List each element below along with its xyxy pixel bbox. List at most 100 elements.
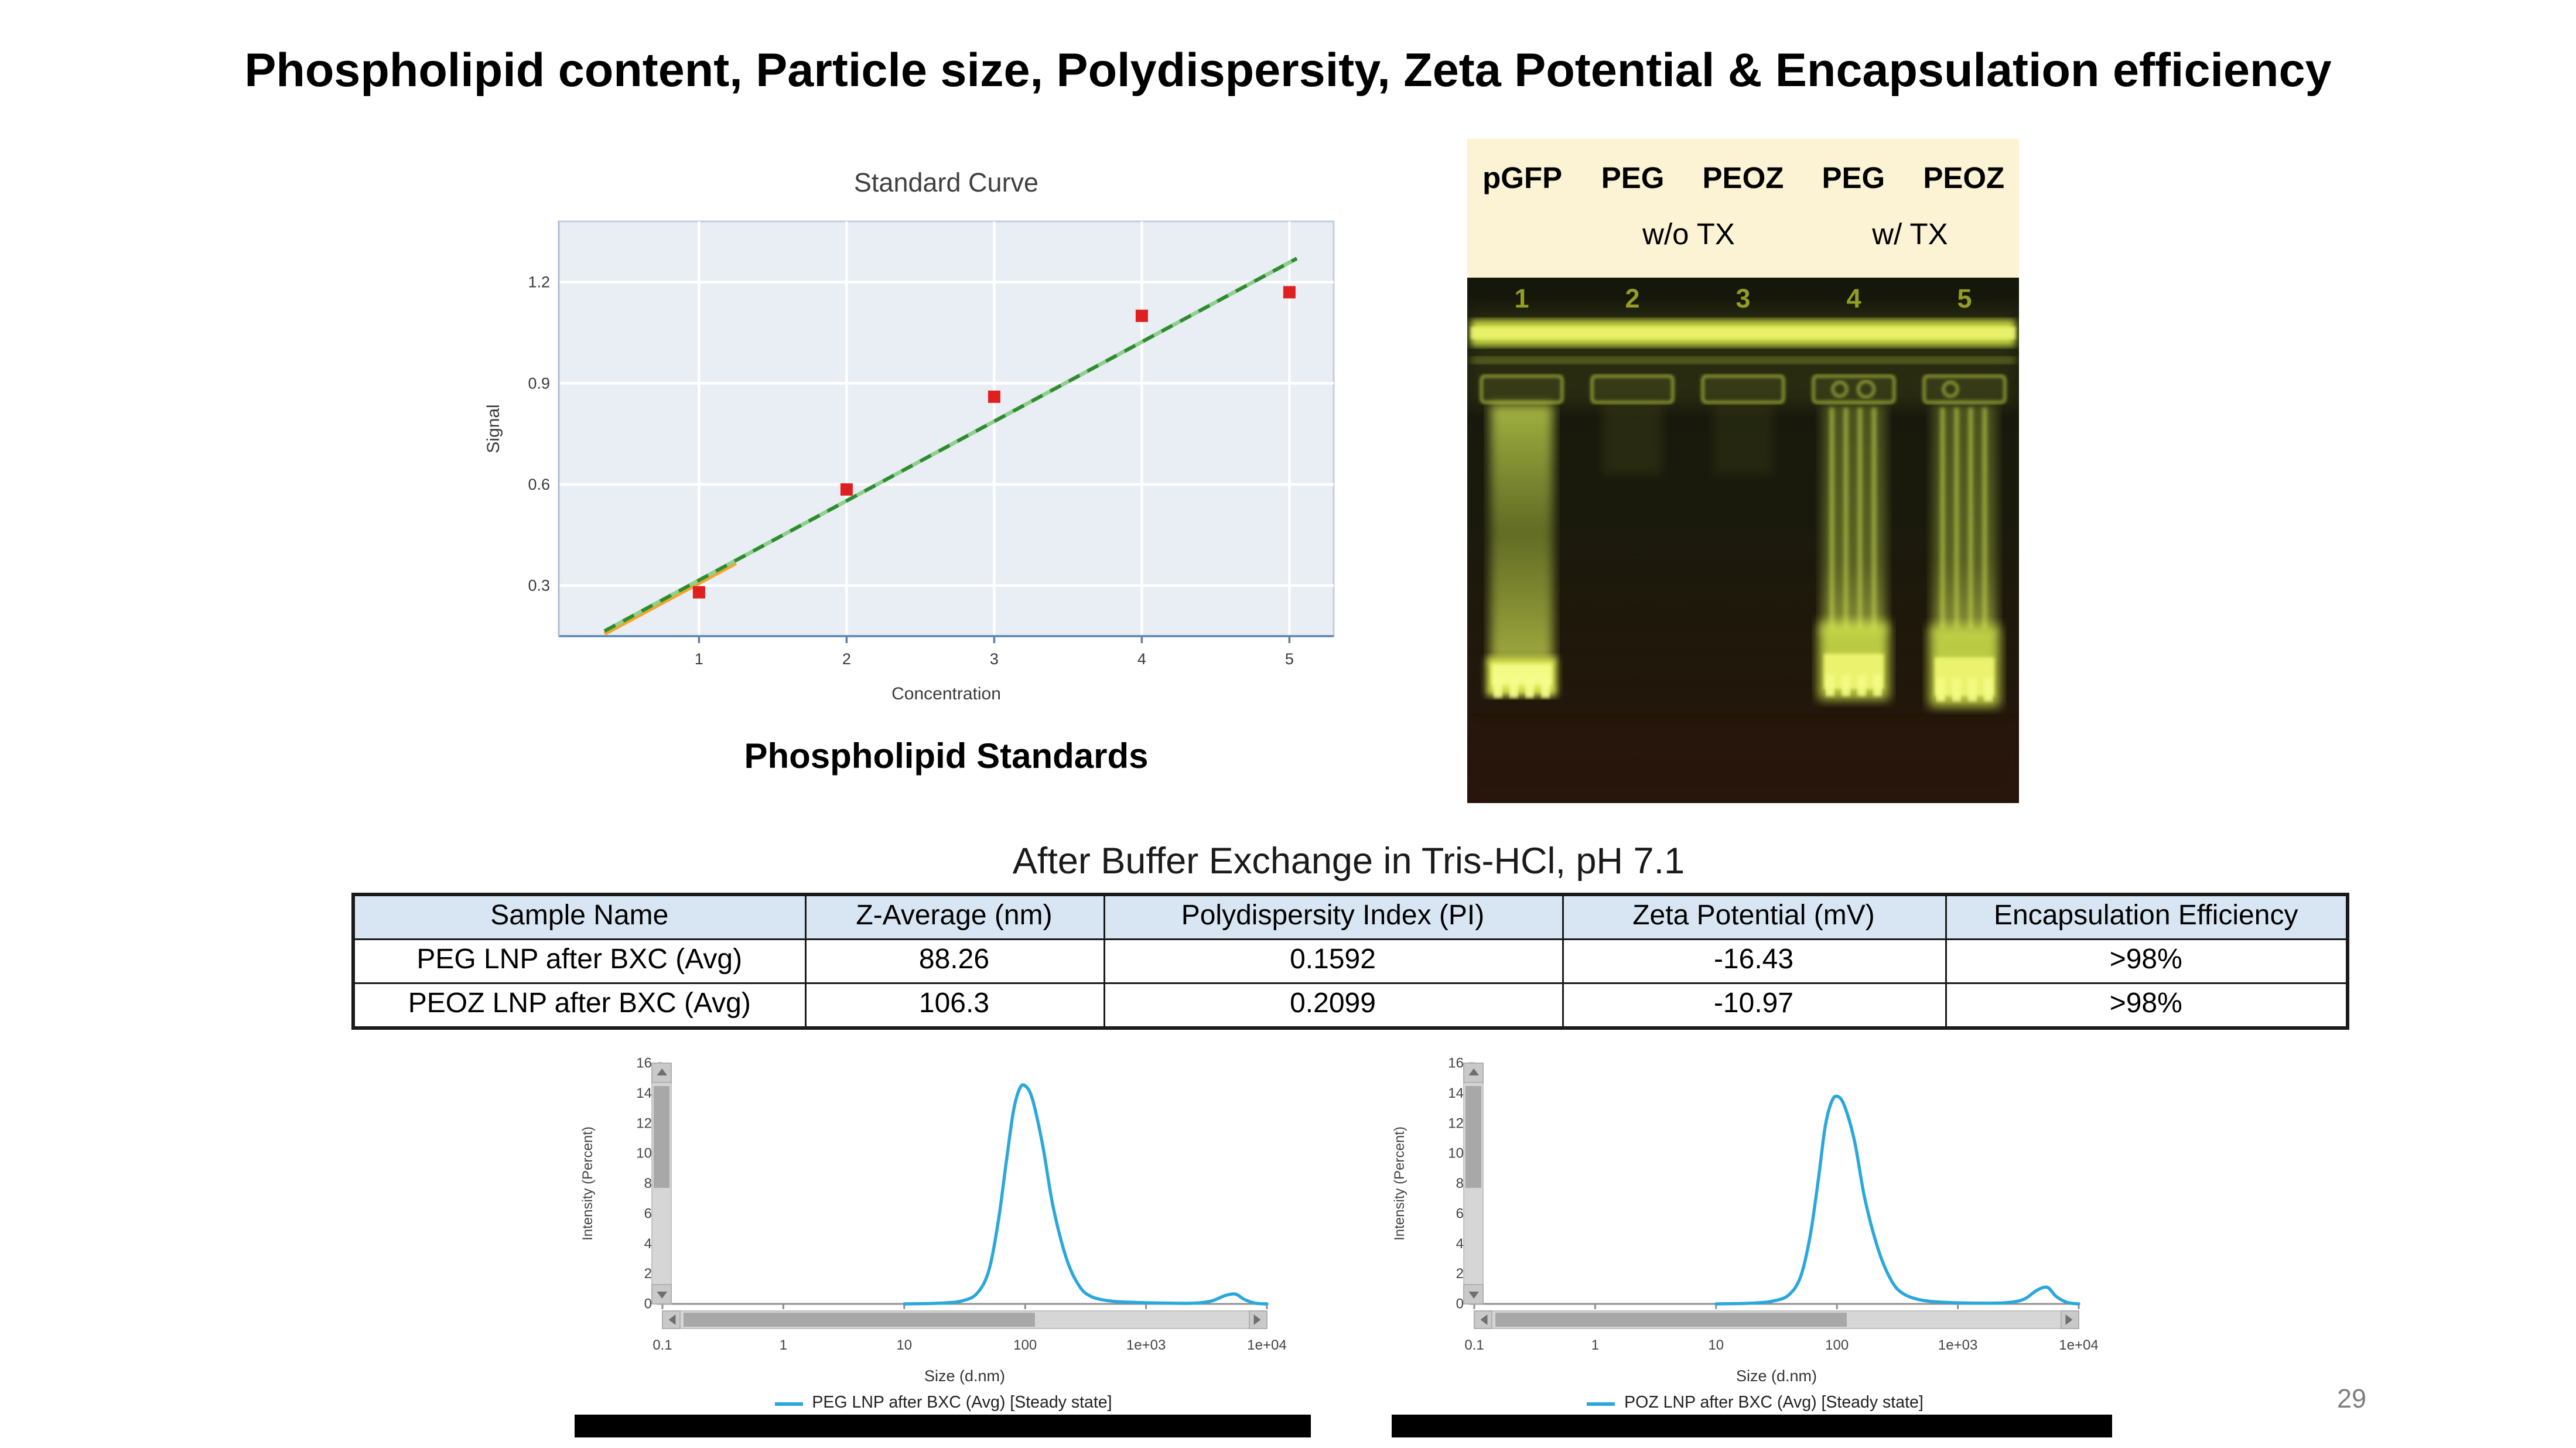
svg-text:4: 4 xyxy=(1137,650,1146,668)
svg-text:0.6: 0.6 xyxy=(528,476,550,493)
svg-text:10: 10 xyxy=(1448,1146,1464,1162)
gel-lane-number: 4 xyxy=(1846,284,1861,313)
standard-curve-figure: Standard Curve 0.3 0.6 0.9 1.2 1 2 3 4 5 Concentr… xyxy=(474,169,1353,801)
legend-label: POZ LNP after BXC (Avg) [Steady state] xyxy=(1624,1394,1924,1413)
svg-text:0: 0 xyxy=(644,1296,652,1312)
column-header: Encapsulation Efficiency xyxy=(1944,893,2349,940)
gel-wells xyxy=(1480,374,2007,404)
svg-text:4: 4 xyxy=(1456,1236,1464,1252)
svg-text:10: 10 xyxy=(636,1146,652,1162)
dls-figure-peg: 0 2 4 6 8 10 12 14 16 0.1 1 10 100 1e+03 1e+04 Intensit… xyxy=(575,1051,1313,1448)
gel-image: 1 2 3 4 5 xyxy=(1467,278,2019,803)
cell-ee: >98% xyxy=(1944,938,2349,984)
dls-chart-peg: 0 2 4 6 8 10 12 14 16 0.1 1 10 100 1e+03 1e+04 Intensit… xyxy=(580,1056,1287,1354)
svg-text:100: 100 xyxy=(1825,1337,1849,1353)
cell-ee: >98% xyxy=(1944,982,2349,1029)
svg-text:1e+04: 1e+04 xyxy=(1247,1337,1286,1353)
svg-text:16: 16 xyxy=(636,1056,652,1071)
svg-text:2: 2 xyxy=(842,650,851,668)
legend-line-icon xyxy=(775,1401,804,1405)
table-header-row: Sample Name Z-Average (nm) Polydispersit… xyxy=(352,893,2349,940)
svg-text:10: 10 xyxy=(896,1337,912,1353)
page-number: 29 xyxy=(2337,1385,2367,1415)
gel-bright-band xyxy=(1471,320,2015,364)
svg-text:2: 2 xyxy=(644,1266,652,1282)
column-header: Sample Name xyxy=(352,893,806,940)
gel-lane-label: PEOZ xyxy=(1702,162,1784,195)
cell-pdi: 0.2099 xyxy=(1102,982,1563,1029)
gel-lane5-smear xyxy=(1929,404,2000,706)
gel-lane4-smear xyxy=(1819,404,1889,699)
gel-lane-label: PEG xyxy=(1822,162,1885,195)
standard-curve-caption: Phospholipid Standards xyxy=(744,738,1149,777)
svg-text:3: 3 xyxy=(990,650,999,668)
gel-lane-label: PEG xyxy=(1601,162,1665,195)
gel-lane1-smear xyxy=(1487,404,1557,698)
column-header: Polydispersity Index (PI) xyxy=(1102,893,1563,940)
redaction-bar xyxy=(575,1415,1311,1437)
gel-lane-labels: pGFP PEG PEOZ PEG PEOZ xyxy=(1467,139,2019,197)
x-axis-label: Size (d.nm) xyxy=(1735,1367,1817,1385)
gel-lane-number: 3 xyxy=(1735,284,1750,313)
column-header: Zeta Potential (mV) xyxy=(1561,893,1946,940)
cell-pdi: 0.1592 xyxy=(1102,938,1563,984)
svg-text:0.1: 0.1 xyxy=(1464,1337,1484,1353)
cell-zeta: -16.43 xyxy=(1561,938,1946,984)
svg-text:Intensity (Percent): Intensity (Percent) xyxy=(1392,1126,1407,1241)
svg-text:6: 6 xyxy=(644,1205,652,1221)
svg-text:1.2: 1.2 xyxy=(528,274,550,291)
table-heading: After Buffer Exchange in Tris-HCl, pH 7.… xyxy=(1012,842,1685,882)
gel-lane2-faint xyxy=(1603,404,1662,474)
svg-text:100: 100 xyxy=(1013,1337,1037,1353)
gel-bottom-tint xyxy=(1467,720,2019,803)
legend-line-icon xyxy=(1587,1401,1616,1405)
svg-text:0.1: 0.1 xyxy=(652,1337,672,1353)
svg-text:6: 6 xyxy=(1456,1205,1464,1221)
gel-condition-label-with-tx: w/ TX xyxy=(1872,218,1948,251)
standard-curve-chart-title: Standard Curve xyxy=(853,169,1039,199)
gel-lane-number: 1 xyxy=(1514,284,1529,313)
gel-lane-number: 2 xyxy=(1625,284,1639,313)
gel-lane3-faint xyxy=(1713,404,1773,474)
gel-well-bubbles xyxy=(1832,380,1959,398)
svg-text:Signal: Signal xyxy=(484,404,503,453)
svg-text:12: 12 xyxy=(636,1115,652,1131)
cell-z-average: 88.26 xyxy=(804,938,1105,984)
x-axis-label: Size (d.nm) xyxy=(924,1367,1005,1385)
results-table: Sample Name Z-Average (nm) Polydispersit… xyxy=(351,893,2349,1030)
cell-z-average: 106.3 xyxy=(804,982,1105,1029)
svg-text:1e+03: 1e+03 xyxy=(1938,1337,1977,1353)
gel-figure: pGFP PEG PEOZ PEG PEOZ w/o TX w/ TX xyxy=(1467,139,2019,803)
cell-sample-name: PEG LNP after BXC (Avg) xyxy=(352,938,806,984)
svg-text:1e+04: 1e+04 xyxy=(2059,1337,2098,1353)
svg-text:2: 2 xyxy=(1456,1266,1464,1282)
slide-title: Phospholipid content, Particle size, Pol… xyxy=(244,44,2332,97)
gel-header: pGFP PEG PEOZ PEG PEOZ w/o TX w/ TX xyxy=(1467,139,2019,278)
svg-text:8: 8 xyxy=(644,1176,652,1191)
svg-text:1e+03: 1e+03 xyxy=(1126,1337,1166,1353)
svg-text:1: 1 xyxy=(1591,1337,1599,1353)
svg-text:14: 14 xyxy=(636,1085,652,1101)
svg-text:5: 5 xyxy=(1285,650,1294,668)
legend-label: PEG LNP after BXC (Avg) [Steady state] xyxy=(812,1394,1112,1413)
svg-text:14: 14 xyxy=(1448,1085,1464,1101)
table-row: PEOZ LNP after BXC (Avg) 106.3 0.2099 -1… xyxy=(352,982,2349,1029)
svg-text:16: 16 xyxy=(1448,1056,1464,1071)
svg-text:12: 12 xyxy=(1448,1115,1464,1131)
gel-lane-number: 5 xyxy=(1957,284,1972,313)
cell-sample-name: PEOZ LNP after BXC (Avg) xyxy=(352,982,806,1029)
column-header: Z-Average (nm) xyxy=(804,893,1105,940)
gel-lane-label: PEOZ xyxy=(1923,162,2005,195)
dls-figure-peoz: 0 2 4 6 8 10 12 14 16 0.1 1 10 100 1e+03 1e+04 Intensit… xyxy=(1386,1051,2124,1448)
gel-lane-label: pGFP xyxy=(1482,162,1563,195)
cell-zeta: -10.97 xyxy=(1561,982,1946,1029)
standard-curve-chart: 0.3 0.6 0.9 1.2 1 2 3 4 5 Concentration Signal xyxy=(484,220,1335,703)
svg-text:Intensity (Percent): Intensity (Percent) xyxy=(580,1126,596,1241)
legend: PEG LNP after BXC (Avg) [Steady state] xyxy=(575,1394,1313,1413)
svg-text:4: 4 xyxy=(644,1236,652,1252)
dls-chart-peoz: 0 2 4 6 8 10 12 14 16 0.1 1 10 100 1e+03 1e+04 Intensit… xyxy=(1392,1056,2099,1354)
table-row: PEG LNP after BXC (Avg) 88.26 0.1592 -16… xyxy=(352,938,2349,984)
svg-text:0.9: 0.9 xyxy=(528,374,550,392)
svg-text:8: 8 xyxy=(1456,1176,1464,1191)
svg-text:0: 0 xyxy=(1456,1296,1464,1312)
